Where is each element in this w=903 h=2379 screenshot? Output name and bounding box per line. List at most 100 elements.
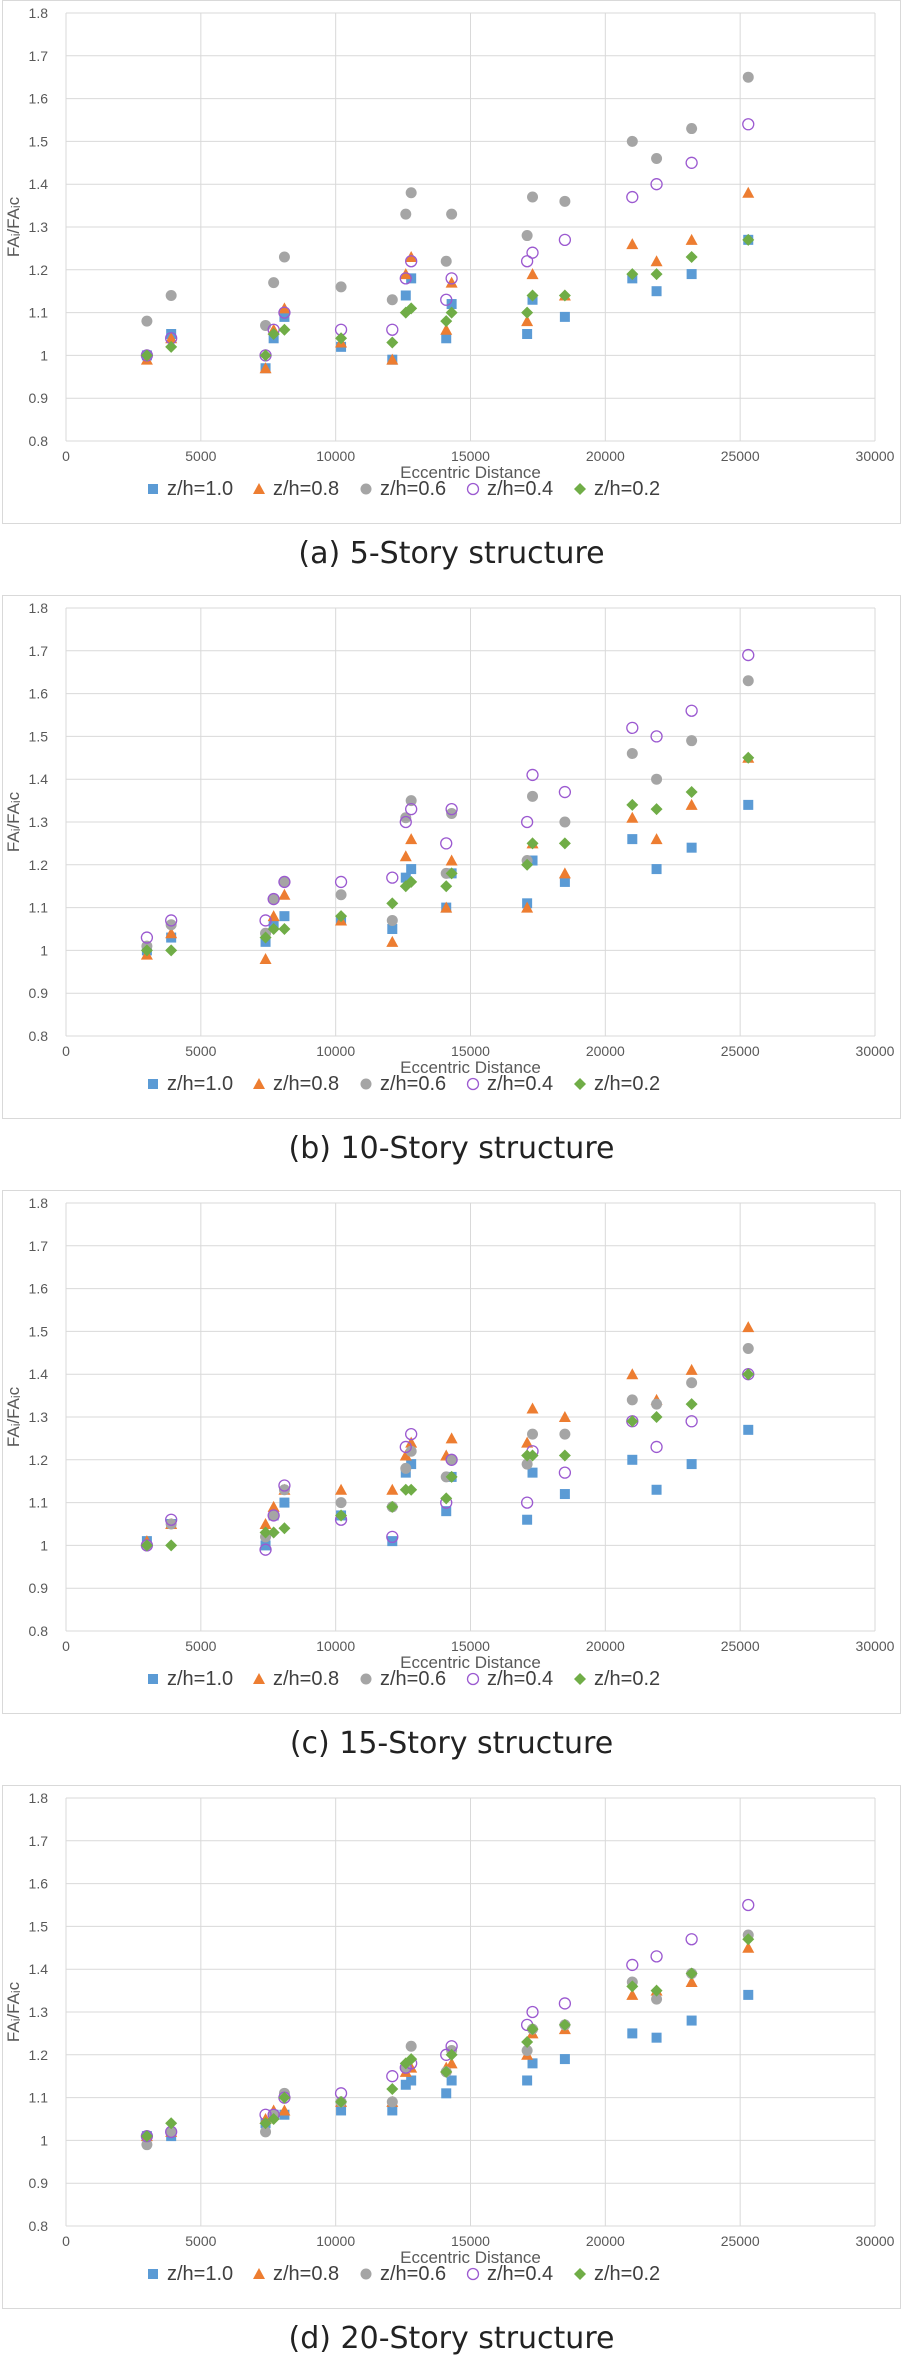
data-point <box>743 799 754 810</box>
x-tick-label: 0 <box>62 448 70 464</box>
data-point <box>140 931 154 944</box>
data-point <box>445 803 458 816</box>
y-tick-label: 1.8 <box>29 1790 49 1806</box>
y-tick-label: 1.3 <box>29 2004 49 2020</box>
legend-marker <box>148 1079 158 1089</box>
data-point <box>400 208 412 220</box>
data-point <box>165 340 178 353</box>
data-point <box>441 1506 452 1517</box>
legend-marker <box>466 2267 480 2281</box>
data-point <box>559 876 570 887</box>
chart-caption: (c) 15-Story structure <box>289 1726 614 1761</box>
data-point <box>386 2083 399 2096</box>
chart-caption: (b) 10-Story structure <box>288 1131 615 1166</box>
data-point <box>446 299 457 310</box>
legend-marker <box>148 2269 158 2279</box>
data-point <box>386 323 399 336</box>
data-point <box>686 735 698 747</box>
x-tick-label: 20000 <box>586 2233 625 2249</box>
x-tick-label: 25000 <box>721 448 760 464</box>
legend-label: z/h=0.8 <box>273 478 339 500</box>
legend-marker <box>148 1674 158 1684</box>
y-axis-label: FAᵢ/FAᵢc <box>4 1981 23 2042</box>
data-point <box>558 233 572 246</box>
data-point <box>335 332 348 345</box>
data-point <box>165 1513 178 1526</box>
data-point <box>651 1993 663 2005</box>
y-tick-label: 0.9 <box>29 1580 49 1596</box>
legend-marker <box>360 2268 372 2280</box>
data-point <box>626 1394 638 1406</box>
data-point <box>440 315 453 328</box>
data-point <box>140 2130 153 2143</box>
legend-marker <box>253 1078 265 1089</box>
y-tick-label: 1.5 <box>29 133 49 149</box>
x-tick-label: 15000 <box>451 2233 490 2249</box>
data-point <box>268 893 280 905</box>
data-point <box>400 2079 411 2090</box>
data-point <box>521 306 534 319</box>
x-tick-label: 5000 <box>185 2233 216 2249</box>
data-point <box>650 1950 663 1963</box>
data-point <box>527 790 539 802</box>
data-point <box>685 704 698 717</box>
data-point <box>559 816 571 828</box>
x-tick-label: 30000 <box>856 448 895 464</box>
data-point <box>386 336 399 349</box>
data-point <box>267 328 280 340</box>
x-tick-label: 30000 <box>856 2233 895 2249</box>
legend-label: z/h=0.2 <box>594 478 660 500</box>
data-point <box>526 837 539 850</box>
data-point <box>267 1500 280 1512</box>
data-point <box>406 1459 417 1470</box>
data-point <box>651 864 662 875</box>
data-point <box>259 362 272 374</box>
data-point <box>405 795 417 807</box>
data-point <box>626 1415 639 1428</box>
data-point <box>558 837 571 850</box>
data-point <box>405 1436 418 1448</box>
data-point <box>268 277 280 289</box>
data-point <box>742 1343 754 1355</box>
data-point <box>278 1479 291 1492</box>
legend: z/h=1.0 z/h=0.8 z/h=0.6 z/h=0.4 z/h=0.2 <box>148 478 660 500</box>
data-point <box>165 944 178 957</box>
x-tick-label: 15000 <box>451 448 490 464</box>
legend-label: z/h=0.4 <box>487 1668 553 1690</box>
data-point <box>387 2105 398 2116</box>
x-tick-label: 25000 <box>721 2233 760 2249</box>
data-point <box>387 1536 398 1547</box>
data-point <box>141 2139 153 2151</box>
y-tick-label: 1.6 <box>29 1876 49 1892</box>
data-point <box>521 2035 534 2048</box>
data-point <box>399 1449 412 1461</box>
y-tick-label: 1.1 <box>29 305 49 321</box>
y-tick-label: 1.5 <box>29 728 49 744</box>
y-tick-label: 0.8 <box>29 2218 49 2234</box>
data-point <box>650 268 663 281</box>
data-point <box>399 2057 412 2070</box>
data-point <box>278 1522 291 1535</box>
data-point <box>334 875 348 889</box>
data-point <box>686 269 697 280</box>
data-point <box>558 1411 571 1422</box>
data-point <box>278 875 291 889</box>
y-tick-label: 1.2 <box>29 2047 49 2063</box>
data-point <box>559 195 571 207</box>
data-point <box>650 1984 663 1997</box>
data-point <box>686 2015 697 2026</box>
data-point <box>165 1518 177 1530</box>
data-point <box>279 311 290 322</box>
legend-label: z/h=0.6 <box>380 478 446 500</box>
scatter-chart: 0 5000 10000 15000 20000 25000 30000 0.8 0.9 1 1.1… <box>4 600 895 1095</box>
data-point <box>526 1449 539 1462</box>
data-point <box>445 2057 458 2069</box>
x-tick-label: 10000 <box>316 1638 355 1654</box>
data-point <box>685 156 698 169</box>
y-tick-label: 1.2 <box>29 262 49 278</box>
legend-label: z/h=1.0 <box>167 2263 233 2285</box>
data-point <box>559 1489 570 1500</box>
data-point <box>558 867 571 879</box>
x-tick-label: 20000 <box>586 1043 625 1059</box>
gridlines <box>65 607 876 1037</box>
